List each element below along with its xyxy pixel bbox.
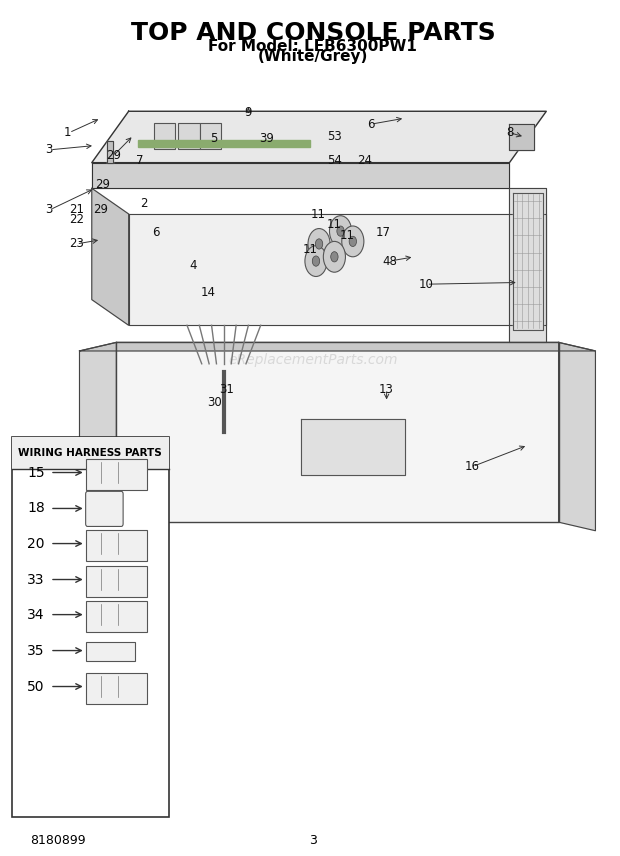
FancyBboxPatch shape [86, 566, 147, 597]
Text: 8: 8 [506, 126, 513, 140]
Text: 16: 16 [465, 460, 480, 473]
Text: 35: 35 [27, 644, 45, 657]
Polygon shape [79, 342, 117, 531]
Polygon shape [107, 141, 113, 163]
Text: (White/Grey): (White/Grey) [258, 49, 368, 64]
Polygon shape [92, 111, 546, 163]
Text: 7: 7 [136, 154, 143, 168]
Text: 29: 29 [106, 149, 121, 163]
Text: 13: 13 [379, 383, 394, 396]
FancyBboxPatch shape [179, 123, 200, 149]
Circle shape [316, 239, 323, 249]
Text: 24: 24 [358, 154, 373, 168]
Circle shape [308, 229, 330, 259]
Text: 39: 39 [259, 132, 274, 146]
Text: 11: 11 [327, 217, 342, 231]
FancyBboxPatch shape [12, 437, 169, 469]
Text: 3: 3 [45, 203, 53, 217]
Circle shape [330, 252, 338, 262]
Text: 31: 31 [219, 383, 234, 396]
Text: 14: 14 [201, 286, 216, 300]
Text: 11: 11 [311, 207, 326, 221]
Text: 50: 50 [27, 680, 45, 693]
Text: 30: 30 [207, 395, 222, 409]
Text: 2: 2 [140, 197, 148, 211]
Circle shape [342, 226, 364, 257]
Polygon shape [510, 188, 546, 342]
Text: eReplacementParts.com: eReplacementParts.com [228, 353, 397, 366]
Text: 20: 20 [27, 537, 45, 550]
Circle shape [305, 246, 327, 276]
Text: 6: 6 [153, 226, 160, 240]
Polygon shape [117, 342, 559, 522]
FancyBboxPatch shape [154, 123, 175, 149]
Text: 3: 3 [45, 143, 53, 157]
Text: 8180899: 8180899 [30, 834, 86, 847]
Text: 3: 3 [309, 834, 317, 847]
Text: 23: 23 [69, 237, 84, 251]
Circle shape [329, 216, 352, 247]
Text: 17: 17 [376, 226, 391, 240]
FancyBboxPatch shape [86, 642, 135, 661]
Circle shape [337, 226, 344, 236]
Text: 29: 29 [95, 177, 110, 191]
Text: 1: 1 [63, 126, 71, 140]
FancyBboxPatch shape [86, 459, 147, 490]
Text: WIRING HARNESS PARTS: WIRING HARNESS PARTS [19, 448, 162, 458]
Text: 33: 33 [27, 573, 45, 586]
Text: TOP AND CONSOLE PARTS: TOP AND CONSOLE PARTS [131, 21, 495, 45]
Circle shape [324, 241, 345, 272]
FancyBboxPatch shape [86, 601, 147, 632]
Text: 18: 18 [27, 502, 45, 515]
Text: 9: 9 [245, 106, 252, 120]
FancyBboxPatch shape [86, 491, 123, 526]
Text: 11: 11 [303, 243, 317, 257]
Polygon shape [128, 214, 546, 325]
Text: 22: 22 [69, 213, 84, 227]
FancyBboxPatch shape [12, 437, 169, 817]
Polygon shape [92, 163, 510, 188]
Text: 4: 4 [189, 259, 197, 272]
Text: 5: 5 [210, 132, 217, 146]
Circle shape [312, 256, 320, 266]
Text: 15: 15 [27, 466, 45, 479]
Text: 54: 54 [327, 154, 342, 168]
Text: 6: 6 [368, 117, 375, 131]
Polygon shape [510, 124, 534, 150]
Text: 53: 53 [327, 130, 342, 144]
FancyBboxPatch shape [86, 673, 147, 704]
FancyBboxPatch shape [86, 530, 147, 561]
Text: 48: 48 [383, 254, 397, 268]
Text: 21: 21 [69, 203, 84, 217]
Text: 10: 10 [419, 277, 434, 291]
Polygon shape [559, 342, 595, 531]
Polygon shape [79, 342, 595, 351]
Text: 34: 34 [27, 608, 45, 621]
FancyBboxPatch shape [200, 123, 221, 149]
Polygon shape [513, 193, 543, 330]
Polygon shape [92, 188, 128, 325]
Text: 29: 29 [94, 203, 108, 217]
Polygon shape [138, 140, 310, 147]
Text: 11: 11 [339, 229, 354, 242]
Circle shape [349, 236, 356, 247]
Text: For Model: LEB6300PW1: For Model: LEB6300PW1 [208, 39, 417, 54]
Polygon shape [301, 419, 405, 475]
